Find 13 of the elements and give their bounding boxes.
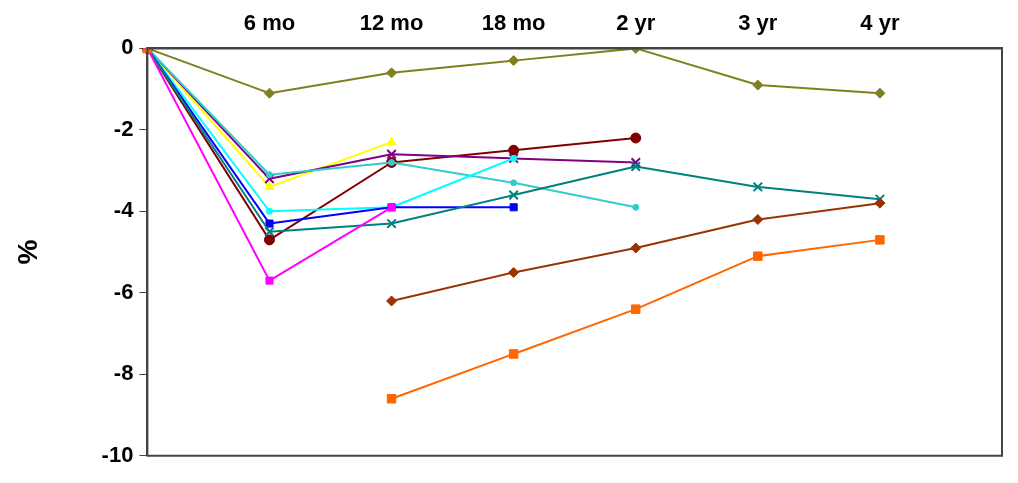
y-tick-label: -4	[113, 197, 135, 223]
y-tick-label: -8	[113, 360, 134, 386]
x-tick-label: 18 mo	[481, 10, 546, 36]
y-tick-label: -10	[101, 441, 134, 467]
y-tick-label: 0	[121, 34, 134, 60]
x-tick-label: 12 mo	[359, 10, 424, 36]
y-axis-title: %	[11, 239, 43, 265]
x-tick-label: 2 yr	[616, 10, 656, 36]
x-tick-label: 3 yr	[738, 10, 778, 36]
y-tick-label: -2	[113, 115, 134, 141]
x-tick-label: 4 yr	[860, 10, 900, 36]
y-tick-label: -6	[113, 278, 134, 304]
x-tick-label: 6 mo	[243, 10, 296, 36]
